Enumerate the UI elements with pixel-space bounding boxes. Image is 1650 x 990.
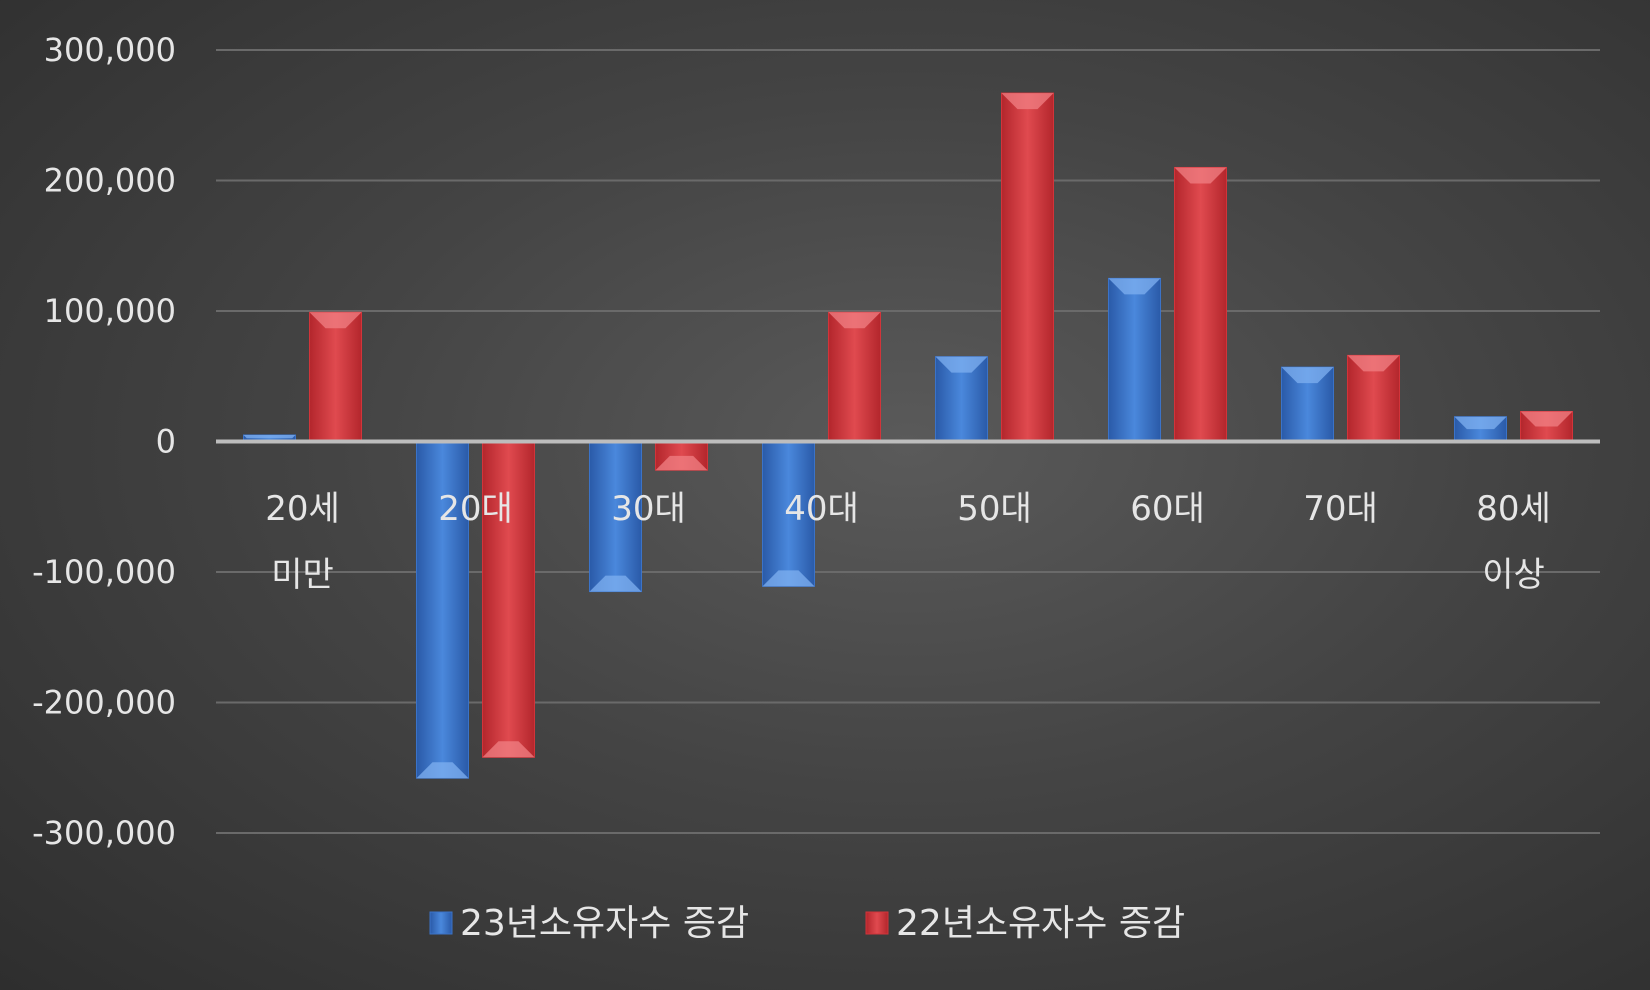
bar-series1 [762, 441, 815, 587]
y-tick-label: 200,000 [44, 162, 176, 200]
x-category-label: 80세 [1476, 489, 1551, 529]
x-category-label: 70대 [1303, 489, 1378, 529]
bar-bevel [1281, 367, 1334, 384]
bar-bevel [1108, 278, 1161, 295]
y-tick-label: 0 [156, 423, 176, 461]
x-category-label: 미만 [271, 555, 334, 595]
bar-bevel [1001, 93, 1054, 110]
x-category-label: 60대 [1130, 489, 1205, 529]
bar-bevel [1174, 167, 1227, 184]
legend-swatch [429, 911, 453, 935]
bar-bevel [589, 575, 642, 592]
x-category-label: 30대 [611, 489, 686, 529]
x-category-label: 20세 [265, 489, 340, 529]
bar-bevel [243, 434, 296, 439]
legend-label: 23년소유자수 증감 [460, 903, 749, 944]
bar-series1 [1108, 277, 1161, 442]
y-tick-label: 100,000 [44, 292, 176, 330]
x-category-label: 이상 [1482, 555, 1545, 595]
bar-bevel [1347, 355, 1400, 372]
bar-series1 [416, 441, 469, 779]
bars [216, 92, 1600, 779]
x-category-label: 50대 [957, 489, 1032, 529]
bar-bevel [416, 762, 469, 779]
legend: 23년소유자수 증감 22년소유자수 증감 [429, 903, 1185, 944]
bar-bevel [1520, 411, 1573, 427]
bar-bevel [828, 312, 881, 329]
y-tick-label: -100,000 [32, 553, 176, 591]
legend-swatch [865, 911, 889, 935]
bar-series2 [309, 311, 362, 442]
bar-bevel [482, 741, 535, 758]
bar-bevel [655, 455, 708, 471]
legend-label: 22년소유자수 증감 [896, 903, 1185, 944]
bar-series2 [828, 311, 881, 442]
y-axis-ticks: 300,000 200,000 100,000 0 -100,000 -200,000 -3… [32, 31, 176, 852]
bar-bevel [935, 356, 988, 373]
bar-series2 [1001, 92, 1054, 442]
bar-bevel [309, 312, 362, 329]
x-category-label: 20대 [438, 489, 513, 529]
bar-bevel [762, 570, 815, 587]
bar-series2 [482, 441, 535, 758]
bar-series2 [1174, 166, 1227, 442]
y-tick-label: -200,000 [32, 684, 176, 722]
bar-bevel [1454, 416, 1507, 430]
y-tick-label: 300,000 [44, 31, 176, 69]
y-tick-label: -300,000 [32, 814, 176, 852]
x-category-label: 40대 [784, 489, 859, 529]
